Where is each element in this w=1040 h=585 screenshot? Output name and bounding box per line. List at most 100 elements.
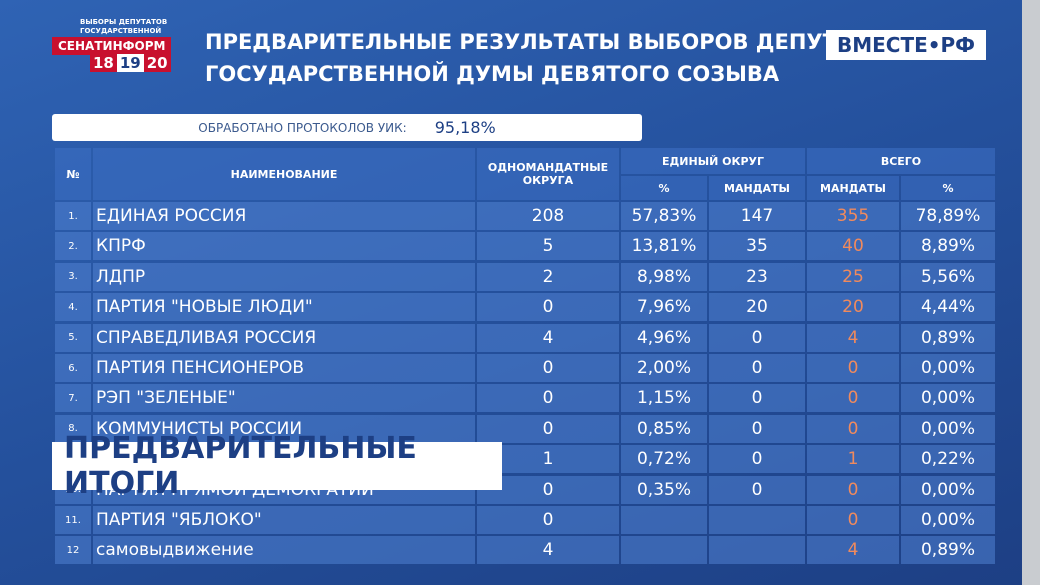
progress-label: ОБРАБОТАНО ПРОТОКОЛОВ УИК: bbox=[198, 120, 407, 135]
column-header: № bbox=[55, 148, 91, 200]
list-percent: 57,83% bbox=[621, 202, 707, 230]
list-percent: 1,15% bbox=[621, 384, 707, 413]
list-mandates: 23 bbox=[709, 262, 805, 291]
logo-year: 18 bbox=[90, 54, 117, 72]
total-percent: 0,00% bbox=[901, 354, 995, 382]
list-mandates: 35 bbox=[709, 232, 805, 261]
party-name: ПАРТИЯ "ЯБЛОКО" bbox=[93, 506, 475, 534]
list-mandates: 0 bbox=[709, 384, 805, 413]
total-mandates: 20 bbox=[807, 293, 899, 322]
total-percent: 0,00% bbox=[901, 414, 995, 443]
party-name: КОММУНИСТЫ РОССИИ bbox=[93, 414, 475, 443]
total-percent: 0,00% bbox=[901, 384, 995, 413]
total-mandates: 25 bbox=[807, 262, 899, 291]
single-mandate: 0 bbox=[477, 293, 619, 322]
progress-bar: ОБРАБОТАНО ПРОТОКОЛОВ УИК: 95,18% bbox=[52, 114, 642, 141]
total-mandates: 4 bbox=[807, 536, 899, 565]
total-mandates: 4 bbox=[807, 323, 899, 352]
total-mandates: 0 bbox=[807, 354, 899, 382]
single-mandate: 0 bbox=[477, 506, 619, 534]
channel-badge: СЕНАТИНФОРМ bbox=[52, 37, 172, 55]
total-mandates: 0 bbox=[807, 384, 899, 413]
wall bbox=[1022, 0, 1040, 585]
party-name: ЛДПР bbox=[93, 262, 475, 291]
single-mandate: 5 bbox=[477, 232, 619, 261]
logo-year: 20 bbox=[143, 54, 171, 72]
list-mandates: 0 bbox=[709, 323, 805, 352]
subcolumn-header: МАНДАТЫ bbox=[807, 176, 899, 200]
title-line: ГОСУДАРСТВЕННОЙ ДУМЫ ДЕВЯТОГО СОЗЫВА bbox=[205, 62, 780, 86]
single-mandate: 0 bbox=[477, 414, 619, 443]
row-number: 8. bbox=[55, 414, 91, 443]
list-mandates: 0 bbox=[709, 414, 805, 443]
list-percent: 0,35% bbox=[621, 475, 707, 504]
title: ПРЕДВАРИТЕЛЬНЫЕ РЕЗУЛЬТАТЫ ВЫБОРОВ ДЕПУТ… bbox=[205, 26, 901, 90]
single-mandate: 0 bbox=[477, 354, 619, 382]
total-mandates: 355 bbox=[807, 202, 899, 230]
row-number: 6. bbox=[55, 354, 91, 382]
single-mandate: 4 bbox=[477, 323, 619, 352]
total-mandates: 40 bbox=[807, 232, 899, 261]
party-name: самовыдвижение bbox=[93, 536, 475, 565]
row-number: 4. bbox=[55, 293, 91, 322]
total-percent: 4,44% bbox=[901, 293, 995, 322]
list-percent bbox=[621, 536, 707, 565]
list-percent: 13,81% bbox=[621, 232, 707, 261]
list-percent: 2,00% bbox=[621, 354, 707, 382]
party-name: СПРАВЕДЛИВАЯ РОССИЯ bbox=[93, 323, 475, 352]
row-number: 11. bbox=[55, 506, 91, 534]
column-header: НАИМЕНОВАНИЕ bbox=[93, 148, 475, 200]
row-number: 3. bbox=[55, 262, 91, 291]
total-percent: 5,56% bbox=[901, 262, 995, 291]
total-percent: 0,22% bbox=[901, 445, 995, 474]
total-mandates: 0 bbox=[807, 414, 899, 443]
overlay-caption: ПРЕДВАРИТЕЛЬНЫЕ ИТОГИ bbox=[52, 431, 502, 501]
row-number: 12 bbox=[55, 536, 91, 565]
list-percent: 0,72% bbox=[621, 445, 707, 474]
single-mandate: 2 bbox=[477, 262, 619, 291]
list-mandates: 0 bbox=[709, 354, 805, 382]
total-percent: 8,89% bbox=[901, 232, 995, 261]
total-percent: 0,89% bbox=[901, 536, 995, 565]
party-name: ПАРТИЯ ПЕНСИОНЕРОВ bbox=[93, 354, 475, 382]
list-mandates: 0 bbox=[709, 475, 805, 504]
list-percent: 0,85% bbox=[621, 414, 707, 443]
single-mandate: 208 bbox=[477, 202, 619, 230]
list-percent: 4,96% bbox=[621, 323, 707, 352]
total-mandates: 0 bbox=[807, 475, 899, 504]
logo-years: 18 19 20 bbox=[90, 54, 171, 72]
total-percent: 0,89% bbox=[901, 323, 995, 352]
list-mandates bbox=[709, 506, 805, 534]
party-name: ЕДИНАЯ РОССИЯ bbox=[93, 202, 475, 230]
row-number: 5. bbox=[55, 323, 91, 352]
party-name: РЭП "ЗЕЛЕНЫЕ" bbox=[93, 384, 475, 413]
subcolumn-header: МАНДАТЫ bbox=[709, 176, 805, 200]
single-mandate: 0 bbox=[477, 384, 619, 413]
list-percent: 7,96% bbox=[621, 293, 707, 322]
row-number: 2. bbox=[55, 232, 91, 261]
progress-value: 95,18% bbox=[434, 118, 496, 137]
total-percent: 0,00% bbox=[901, 475, 995, 504]
brand: ВМЕСТЕ•РФ bbox=[826, 30, 986, 60]
logo-year: 19 bbox=[116, 54, 144, 72]
column-header: ВСЕГО bbox=[807, 148, 995, 174]
list-percent: 8,98% bbox=[621, 262, 707, 291]
subcolumn-header: % bbox=[621, 176, 707, 200]
title-line: ПРЕДВАРИТЕЛЬНЫЕ РЕЗУЛЬТАТЫ ВЫБОРОВ ДЕПУТ… bbox=[205, 30, 902, 54]
party-name: ПАРТИЯ "НОВЫЕ ЛЮДИ" bbox=[93, 293, 475, 322]
list-mandates: 0 bbox=[709, 445, 805, 474]
row-number: 1. bbox=[55, 202, 91, 230]
list-percent bbox=[621, 506, 707, 534]
column-header: ОДНОМАНДАТНЫЕ ОКРУГА bbox=[477, 148, 619, 200]
total-mandates: 1 bbox=[807, 445, 899, 474]
single-mandate: 4 bbox=[477, 536, 619, 565]
total-percent: 78,89% bbox=[901, 202, 995, 230]
total-percent: 0,00% bbox=[901, 506, 995, 534]
list-mandates: 20 bbox=[709, 293, 805, 322]
total-mandates: 0 bbox=[807, 506, 899, 534]
subcolumn-header: % bbox=[901, 176, 995, 200]
list-mandates bbox=[709, 536, 805, 565]
column-header: ЕДИНЫЙ ОКРУГ bbox=[621, 148, 805, 174]
party-name: КПРФ bbox=[93, 232, 475, 261]
